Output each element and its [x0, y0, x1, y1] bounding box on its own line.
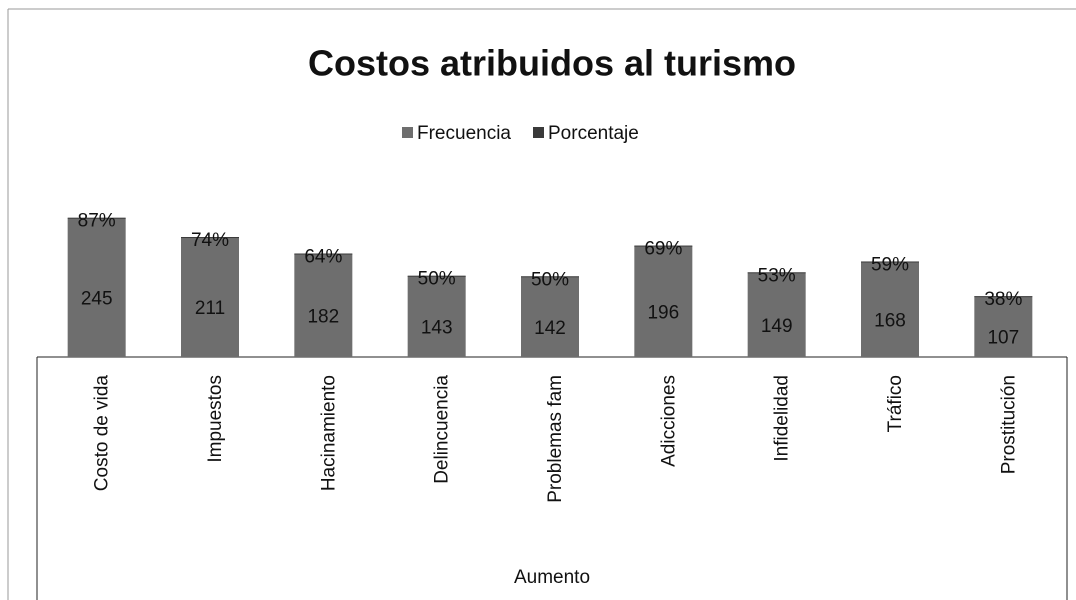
x-axis-label: Aumento [514, 567, 590, 588]
legend-label: Frecuencia [417, 123, 511, 144]
bar-segment [407, 275, 466, 277]
legend-label: Porcentaje [548, 123, 639, 144]
data-label: 245 [81, 289, 113, 310]
bar-segment [634, 245, 693, 357]
data-label: 168 [874, 310, 906, 331]
data-label: 182 [307, 306, 339, 327]
x-tick-label: Infidelidad [772, 375, 793, 462]
x-tick-label: Costo de vida [92, 375, 113, 492]
bar-segment [521, 276, 579, 357]
data-label: 53% [758, 265, 796, 286]
data-label: 74% [191, 230, 229, 251]
chart-title: Costos atribuidos al turismo [308, 43, 796, 84]
data-label: 50% [418, 269, 456, 290]
x-tick-label: Problemas fam [545, 375, 566, 503]
bar-segment [67, 218, 126, 357]
bar-segment [521, 276, 579, 278]
bar-segment [407, 275, 466, 357]
data-label: 64% [304, 247, 342, 268]
x-tick-label: Prostitución [998, 375, 1019, 474]
bar-segment [974, 296, 1033, 298]
bar-segment [294, 253, 353, 255]
data-label: 38% [984, 289, 1022, 310]
data-label: 107 [987, 328, 1019, 349]
data-label: 69% [644, 239, 682, 260]
data-label: 50% [531, 269, 569, 290]
data-label: 142 [534, 318, 566, 339]
bar-segment [294, 253, 353, 357]
x-tick-label: Tráfico [885, 375, 906, 432]
x-tick-label: Adicciones [658, 375, 679, 467]
x-tick-label: Impuestos [205, 375, 226, 463]
bar-segment [974, 296, 1033, 357]
bar-segment [67, 217, 126, 219]
legend-swatch [402, 127, 413, 138]
x-tick-label: Delincuencia [432, 375, 453, 484]
data-label: 143 [421, 317, 453, 338]
bar-segment [181, 237, 239, 357]
data-label: 87% [78, 211, 116, 232]
bar-segment [747, 272, 806, 274]
bar-segment [861, 261, 919, 357]
data-label: 59% [871, 254, 909, 275]
bar-segment [747, 272, 806, 357]
bar-segment [861, 261, 919, 263]
data-label: 196 [647, 302, 679, 323]
data-label: 149 [761, 316, 793, 337]
bar-segment [634, 245, 693, 247]
x-tick-label: Hacinamiento [318, 375, 339, 491]
legend-swatch [533, 127, 544, 138]
data-label: 211 [195, 298, 225, 319]
bar-segment [181, 237, 239, 239]
